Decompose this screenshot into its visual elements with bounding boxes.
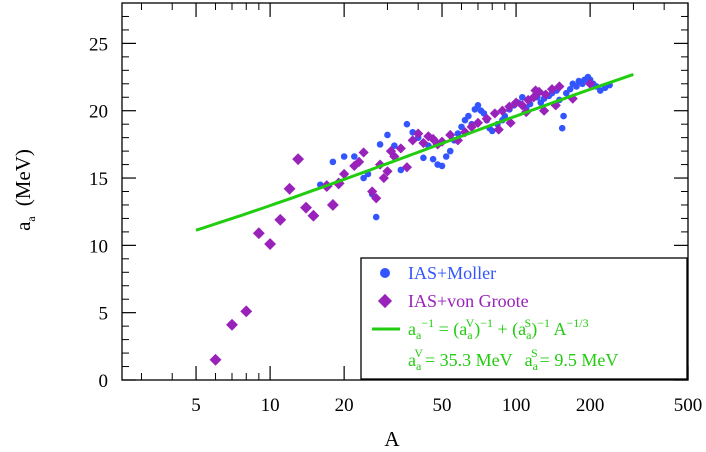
point-moller-20 — [442, 153, 450, 160]
y-axis-title: aa (MeV) — [11, 149, 38, 231]
point-moller-26 — [465, 112, 472, 120]
y-axis-title-sub: a — [24, 216, 38, 222]
x-tick-label-4: 100 — [502, 395, 531, 416]
formula-A: A — [550, 319, 567, 339]
legend-formula: aa−1 = (aaV)−1 + (aaS)−1 A−1/3 — [408, 316, 589, 342]
legend-marker-groote — [377, 293, 393, 309]
legend-label-groote: IAS+von Groote — [408, 291, 529, 311]
point-moller-8 — [376, 141, 384, 148]
x-tick-label-3: 50 — [433, 395, 452, 416]
point-moller-2 — [340, 153, 348, 160]
x-tick-label-0: 5 — [191, 395, 201, 416]
formula-mid1: ) — [474, 319, 480, 340]
y-tick-label-3: 15 — [89, 169, 108, 190]
point-moller-34 — [488, 127, 496, 135]
formula-sup-s: S — [525, 316, 532, 330]
axes-layer: 5 10 20 50 100 200 500 0 5 10 15 20 25 — [89, 3, 702, 416]
point-moller-23 — [454, 130, 462, 137]
legend-params: aaV = 35.3 MeV aaS = 9.5 MeV — [408, 346, 618, 373]
formula-sub-a3: a — [526, 328, 532, 342]
point-groote-26 — [407, 135, 418, 146]
point-moller-1 — [329, 158, 337, 166]
x-tick-label-6: 500 — [674, 395, 703, 416]
formula-a: a — [408, 319, 416, 339]
point-groote-17 — [367, 186, 378, 197]
legend-box — [360, 257, 688, 380]
param-sup-s: S — [531, 346, 538, 360]
point-moller-54 — [562, 89, 570, 97]
legend-label-moller: IAS+Moller — [408, 263, 496, 283]
point-moller-19 — [438, 162, 446, 170]
point-groote-25 — [401, 162, 413, 173]
param-as-text: = 9.5 MeV — [540, 350, 619, 370]
fit-line — [195, 72, 634, 232]
y-axis-title-text: aa (MeV) — [11, 149, 38, 231]
legend: IAS+Moller IAS+von Groote aa−1 = (aaV)−1… — [360, 257, 688, 380]
param-a2: a — [525, 350, 533, 370]
point-groote-40 — [497, 105, 508, 116]
point-moller-11 — [397, 166, 405, 174]
point-moller-41 — [518, 93, 526, 101]
y-tick-label-4: 20 — [89, 102, 108, 123]
point-moller-57 — [573, 83, 580, 90]
point-moller-4 — [360, 174, 367, 182]
point-moller-53 — [560, 112, 567, 120]
param-a1: a — [408, 350, 416, 370]
point-groote-28 — [418, 137, 429, 149]
y-tick-label-5: 25 — [89, 34, 108, 55]
param-sup-v: V — [414, 346, 423, 360]
point-moller-12 — [403, 120, 411, 128]
formula-sup-m1: −1 — [421, 316, 434, 330]
formula-sup-third: −1/3 — [566, 316, 588, 330]
formula-sub-a2: a — [467, 328, 473, 342]
point-groote-16 — [358, 147, 369, 158]
point-moller-7 — [372, 213, 380, 221]
formula-sup-v: V — [466, 316, 475, 330]
y-tick-label-2: 10 — [89, 236, 108, 257]
point-moller-15 — [420, 154, 427, 162]
point-moller-17 — [429, 155, 437, 163]
point-moller-24 — [458, 123, 465, 131]
point-moller-29 — [474, 102, 482, 109]
param-sub-a2: a — [533, 359, 539, 373]
formula-sup-m1b: −1 — [480, 316, 493, 330]
point-moller-10 — [391, 142, 398, 150]
formula-plus: + (a — [493, 319, 526, 340]
y-axis-title-unit: (MeV) — [11, 149, 35, 206]
point-moller-52 — [558, 124, 566, 132]
formula-sub-a: a — [416, 328, 422, 342]
formula-eq: = (a — [434, 319, 467, 340]
y-tick-label-1: 5 — [99, 304, 109, 325]
y-axis-title-main: a — [11, 221, 35, 231]
point-groote-49 — [554, 81, 565, 92]
x-axis-title: A — [384, 427, 400, 451]
legend-marker-moller — [380, 268, 390, 278]
x-tick-label-2: 20 — [335, 395, 354, 416]
point-moller-9 — [384, 131, 391, 139]
x-tick-label-1: 10 — [261, 395, 280, 416]
point-moller-3 — [351, 153, 358, 160]
param-sub-a1: a — [416, 359, 422, 373]
point-groote-33 — [445, 129, 456, 141]
point-moller-55 — [566, 85, 574, 93]
formula-sup-m1c: −1 — [537, 316, 550, 330]
y-tick-label-0: 0 — [99, 371, 109, 392]
point-moller-21 — [446, 147, 454, 155]
x-tick-label-5: 200 — [576, 395, 605, 416]
param-av-text: = 35.3 MeV — [425, 350, 513, 370]
formula-mid2: ) — [531, 319, 537, 340]
